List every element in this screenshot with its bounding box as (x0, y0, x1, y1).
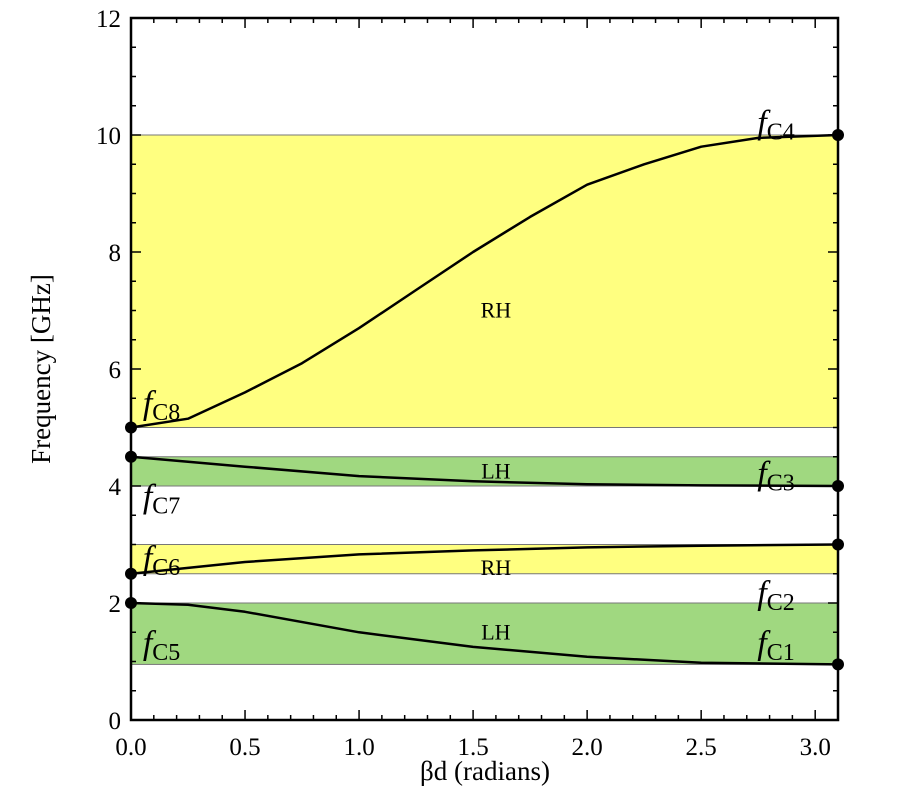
bands (130, 134, 839, 665)
band-label-0: RH (481, 298, 512, 323)
x-tick-label: 0.0 (115, 734, 146, 761)
x-tick-label: 1.0 (343, 734, 374, 761)
x-tick-label: 0.5 (229, 734, 260, 761)
band-label-1: LH (481, 458, 510, 483)
x-tick-label: 2.0 (572, 734, 603, 761)
point-fc6 (125, 567, 137, 580)
band-label-3: LH (481, 619, 510, 644)
point-label-fc4: fC4 (757, 104, 794, 145)
series-line-0 (130, 133, 839, 429)
y-tick-label: 12 (96, 6, 121, 33)
point-label-fc8: fC8 (143, 385, 180, 426)
band-0 (130, 134, 839, 428)
series-line-3 (130, 601, 839, 666)
point-fc3 (832, 480, 844, 492)
point-fc5 (125, 597, 137, 609)
y-tick-label: 0 (109, 708, 122, 735)
x-tick-label: 1.5 (457, 734, 488, 761)
ticks: 0.0 0.5 1.0 1.5 2.0 2.5 3.0 0 2 4 6 8 10 12 (96, 6, 839, 761)
points (125, 129, 844, 671)
curves (130, 133, 839, 666)
point-label-fc1: fC1 (757, 625, 794, 666)
band-label-2: RH (481, 555, 512, 580)
y-tick-label: 8 (109, 240, 122, 267)
point-fc2 (832, 538, 844, 551)
point-fc8 (125, 421, 137, 434)
point-label-fc3: fC3 (757, 455, 794, 496)
x-tick-label: 2.5 (686, 734, 717, 761)
y-tick-label: 4 (109, 474, 122, 501)
x-axis-label: βd (radians) (420, 756, 550, 786)
y-tick-label: 2 (109, 591, 122, 618)
series-line-1 (130, 455, 839, 488)
x-tick-label: 3.0 (800, 734, 831, 761)
point-label-fc5: fC5 (143, 625, 180, 666)
point-fc7 (125, 450, 137, 463)
point-label-fc2: fC2 (757, 575, 794, 616)
point-fc1 (832, 658, 844, 671)
y-tick-label: 6 (109, 357, 122, 384)
point-fc4 (832, 129, 844, 141)
y-tick-label: 10 (96, 123, 121, 150)
y-axis-label: Frequency [GHz] (26, 274, 56, 464)
series-line-2 (130, 543, 839, 576)
